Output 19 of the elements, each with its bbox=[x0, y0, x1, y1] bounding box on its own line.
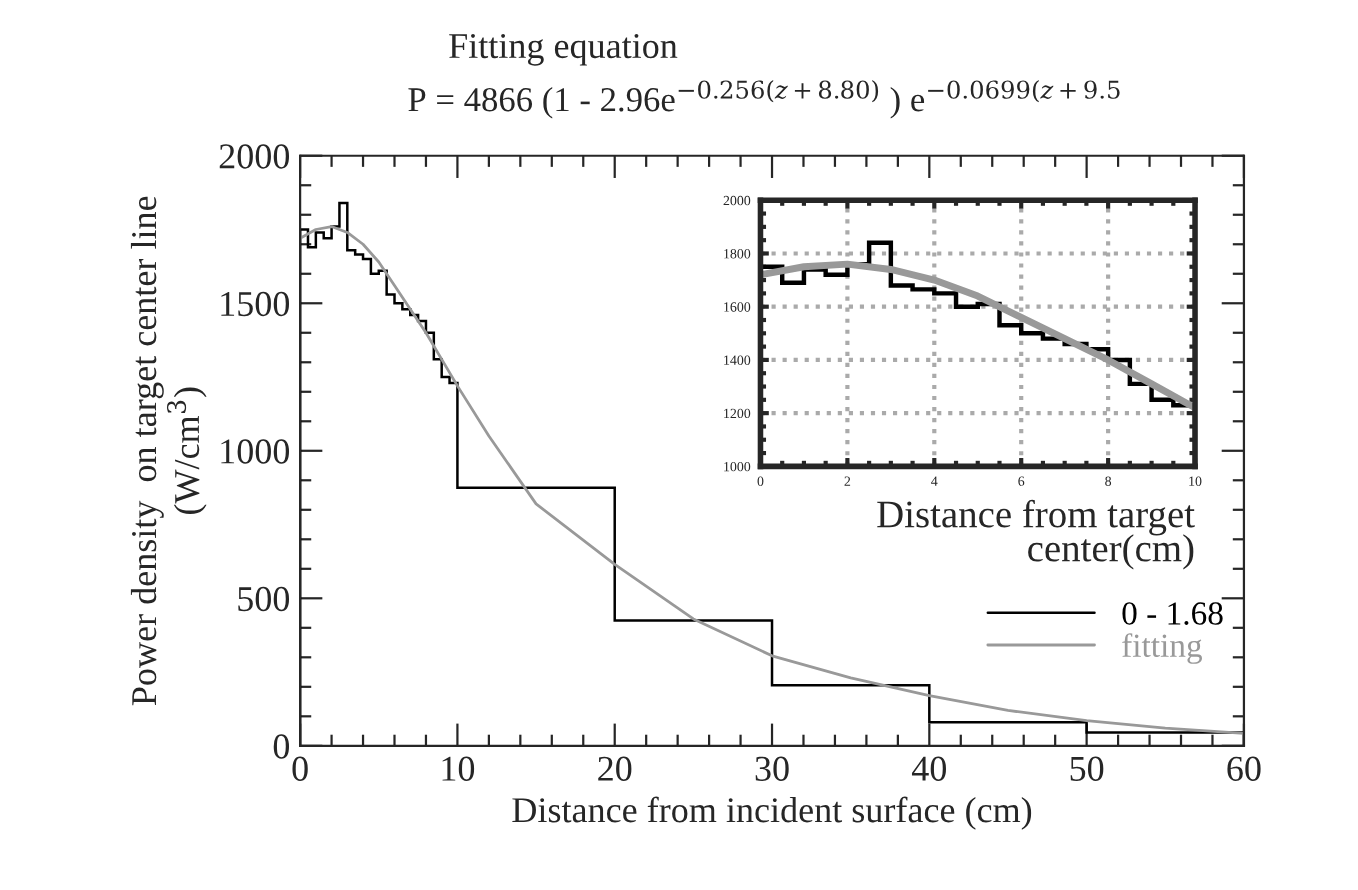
x-tick-label: 10 bbox=[442, 756, 475, 781]
x-tick-label: 30 bbox=[755, 756, 789, 781]
y-tick-label: 1500 bbox=[221, 291, 290, 317]
y-axis-title: Power density on target center line (W/cm$^{3}$) bbox=[130, 196, 207, 706]
chart-title: Fitting equation bbox=[449, 33, 678, 66]
x-tick-label: 40 bbox=[911, 756, 946, 781]
legend-label: 0 - 1.68 bbox=[1122, 602, 1223, 625]
x-axis-title: Distance from target center(cm) bbox=[877, 499, 1195, 570]
y-tick-label: 500 bbox=[238, 586, 290, 612]
chart-subtitle: P = 4866 (1 - 2.96e$^{−0.256(z+8.80)}$ ) e$^{−0.0699(z+9.5}$ bbox=[408, 80, 1120, 119]
x-tick-label: 60 bbox=[1227, 756, 1261, 781]
x-tick-label: 50 bbox=[1070, 756, 1104, 781]
x-axis-title: Distance from incident surface (cm) bbox=[512, 796, 1032, 830]
legend-label: fitting bbox=[1122, 633, 1202, 664]
x-tick-label: 0 bbox=[292, 756, 308, 781]
x-tick-label: 20 bbox=[598, 756, 632, 781]
y-tick-label: 0 bbox=[273, 734, 290, 759]
y-tick-label: 1000 bbox=[221, 439, 290, 464]
y-tick-label: 2000 bbox=[219, 144, 290, 169]
